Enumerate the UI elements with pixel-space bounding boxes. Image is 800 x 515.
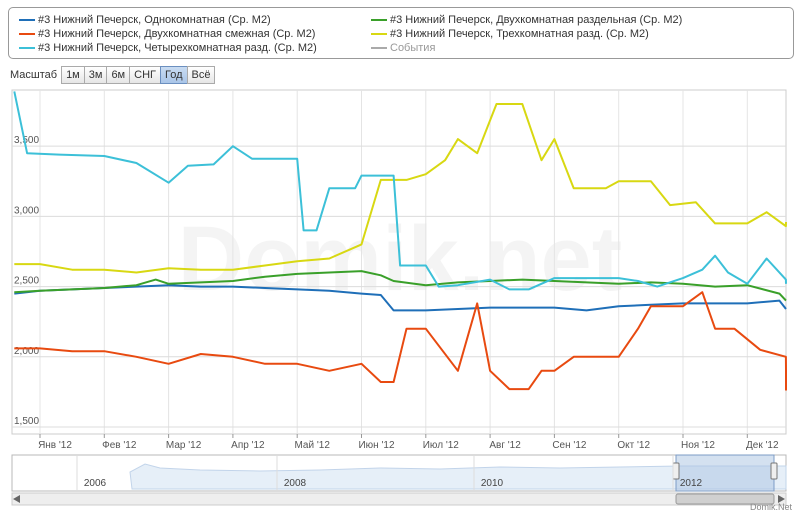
legend-swatch [371, 19, 387, 21]
y-tick-label: 2,000 [14, 346, 39, 357]
x-tick-label: Ноя '12 [681, 440, 715, 451]
series-line-4 [14, 103, 787, 274]
x-tick-label: Окт '12 [617, 440, 650, 451]
legend-item-events[interactable]: События [371, 41, 435, 55]
credit-label: Domik.Net [749, 502, 792, 512]
y-tick-label: 3,500 [14, 135, 39, 146]
legend-swatch [19, 33, 35, 35]
series-line-5 [13, 91, 787, 291]
navigator-year-label: 2008 [284, 478, 307, 489]
legend-label: #3 Нижний Печерск, Трехкомнатная разд. (… [390, 28, 649, 40]
navigator-year-label: 2010 [481, 478, 504, 489]
legend-swatch [19, 19, 35, 21]
navigator-year-label: 2012 [680, 478, 703, 489]
x-tick-label: Фев '12 [102, 440, 137, 451]
scroll-right-arrow[interactable] [778, 495, 785, 503]
x-tick-label: Апр '12 [231, 440, 265, 451]
scrollbar-track[interactable] [11, 492, 787, 506]
legend-label: #3 Нижний Печерск, Четырехкомнатная разд… [38, 42, 317, 54]
y-tick-label: 2,500 [14, 276, 39, 287]
zoom-3m-button[interactable]: 3м [83, 66, 108, 84]
legend-item-3room[interactable]: #3 Нижний Печерск, Трехкомнатная разд. (… [371, 27, 649, 41]
legend-item-2room-adjacent[interactable]: #3 Нижний Печерск, Двухкомнатная смежная… [19, 27, 315, 41]
legend-label: #3 Нижний Печерск, Двухкомнатная раздель… [390, 14, 683, 26]
legend: #3 Нижний Печерск, Однокомнатная (Ср. М2… [8, 7, 794, 59]
legend-item-4room[interactable]: #3 Нижний Печерск, Четырехкомнатная разд… [19, 41, 317, 55]
legend-swatch [19, 47, 35, 49]
y-tick-label: 1,500 [14, 416, 39, 427]
zoom-ytd-button[interactable]: СНГ [129, 66, 161, 84]
x-tick-label: Дек '12 [746, 440, 779, 451]
navigator-left-handle[interactable] [672, 462, 680, 480]
x-tick-label: Май '12 [294, 440, 330, 451]
legend-item-1room[interactable]: #3 Нижний Печерск, Однокомнатная (Ср. М2… [19, 13, 271, 27]
legend-label: #3 Нижний Печерск, Однокомнатная (Ср. М2… [38, 14, 271, 26]
navigator-right-handle[interactable] [770, 462, 778, 480]
legend-label: События [390, 42, 436, 54]
zoom-label: Масштаб [10, 69, 58, 81]
legend-swatch [371, 33, 387, 35]
scrollbar-thumb[interactable] [675, 493, 775, 505]
zoom-toolbar: Масштаб 1м 3м 6м СНГ Год Всё [10, 66, 216, 84]
x-tick-label: Июн '12 [358, 440, 394, 451]
y-tick-label: 3,000 [14, 205, 39, 216]
x-tick-label: Авг '12 [489, 440, 521, 451]
legend-swatch [371, 47, 387, 49]
x-tick-label: Сен '12 [552, 440, 587, 451]
navigator-year-label: 2006 [84, 478, 107, 489]
x-tick-label: Июл '12 [423, 440, 460, 451]
scroll-left-arrow[interactable] [13, 495, 20, 503]
plot-frame [11, 89, 787, 435]
series-line-1 [14, 284, 787, 312]
x-tick-label: Мар '12 [166, 440, 202, 451]
zoom-all-button[interactable]: Всё [186, 66, 216, 84]
legend-label: #3 Нижний Печерск, Двухкомнатная смежная… [38, 28, 316, 40]
series-line-3 [14, 291, 787, 391]
legend-item-2room-separate[interactable]: #3 Нижний Печерск, Двухкомнатная раздель… [371, 13, 682, 27]
x-tick-label: Янв '12 [38, 440, 72, 451]
